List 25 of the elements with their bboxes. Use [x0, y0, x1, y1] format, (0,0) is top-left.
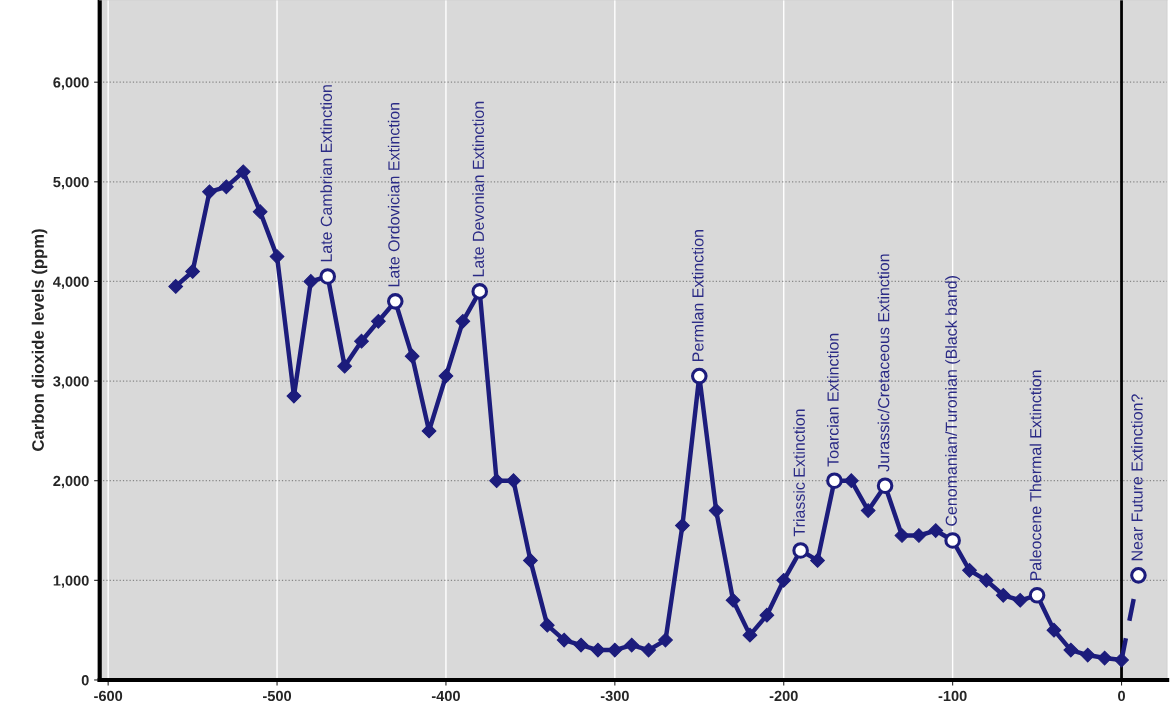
- annotation: Triassic Extinction: [793, 409, 805, 537]
- annotation: Toarcian Extinction: [826, 333, 839, 467]
- annotation: Late Devonian Extinction: [472, 101, 485, 277]
- y-tick-label: 2,000: [53, 475, 89, 489]
- y-tick-label: 6,000: [53, 77, 89, 90]
- annotation: Late Cambrian Extinction: [320, 85, 332, 262]
- y-tick-label: 4,000: [53, 276, 89, 289]
- y-tick-label: 0: [81, 675, 89, 686]
- y-tick-label: 1,000: [53, 575, 89, 588]
- annotation: Paleocene Thermal Extinction: [1029, 370, 1042, 581]
- annotation: Near Future Extinction?: [1130, 394, 1143, 561]
- annotation: Jurassic/Cretaceous Extinction: [877, 254, 890, 472]
- x-tick-label: -400: [431, 690, 460, 702]
- x-tick-label: 0: [1118, 690, 1125, 702]
- annotation: Permlan Extinction: [691, 230, 704, 361]
- y-tick-label: 5,000: [53, 176, 89, 190]
- x-tick-label: -200: [769, 690, 798, 702]
- annotation: Late Ordovician Extinction: [387, 102, 400, 287]
- x-tick-label: -500: [263, 690, 292, 702]
- x-tick-label: -600: [94, 690, 123, 702]
- x-tick-label: -300: [600, 690, 629, 702]
- annotation: Cenomanian/Turonian (Black band): [945, 276, 961, 526]
- x-tick-label: -100: [938, 690, 967, 702]
- y-axis-title: Carbon dioxide levels (ppm): [31, 229, 48, 451]
- y-tick-label: 3,000: [53, 376, 89, 389]
